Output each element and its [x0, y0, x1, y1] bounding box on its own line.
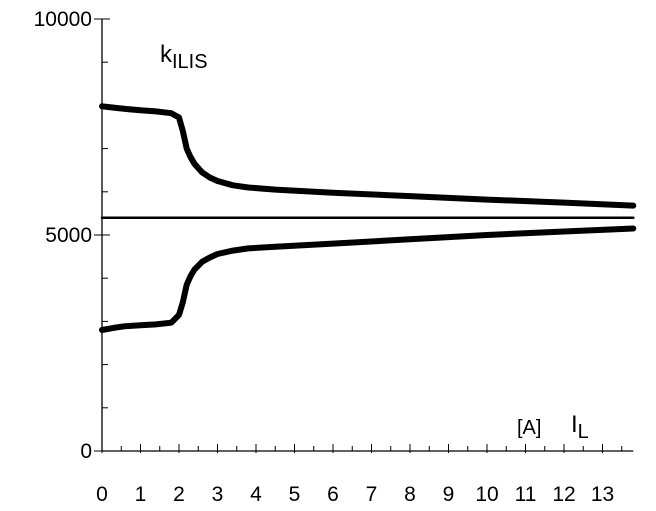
- x-tick-label: 8: [404, 483, 416, 506]
- y-tick-label: 10000: [34, 8, 92, 31]
- x-tick-label: 2: [173, 483, 185, 506]
- x-tick-label: 4: [250, 483, 262, 506]
- x-tick-label: 10: [475, 483, 498, 506]
- x-tick-label: 7: [366, 483, 378, 506]
- series-line-1: [99, 103, 637, 209]
- x-tick-label: 13: [591, 483, 614, 506]
- x-tick-label: 11: [515, 483, 537, 506]
- x-tick-label: 9: [443, 483, 455, 506]
- x-tick-label: 1: [135, 483, 147, 506]
- x-axis-label: IL: [571, 411, 589, 443]
- y-axis-label: kILIS: [160, 41, 208, 73]
- x-tick-label: 3: [212, 483, 224, 506]
- series-layer: [99, 103, 637, 333]
- y-tick-label: 0: [80, 440, 92, 463]
- x-tick-label: 6: [327, 483, 339, 506]
- x-axis-unit: [A]: [517, 417, 541, 439]
- series-line-3: [99, 225, 637, 333]
- x-tick-label: 5: [289, 483, 301, 506]
- x-tick-label: 12: [552, 483, 575, 506]
- y-tick-label: 5000: [45, 224, 92, 247]
- axis-labels: kILIS [A] IL: [160, 41, 589, 443]
- x-tick-label: 0: [96, 483, 108, 506]
